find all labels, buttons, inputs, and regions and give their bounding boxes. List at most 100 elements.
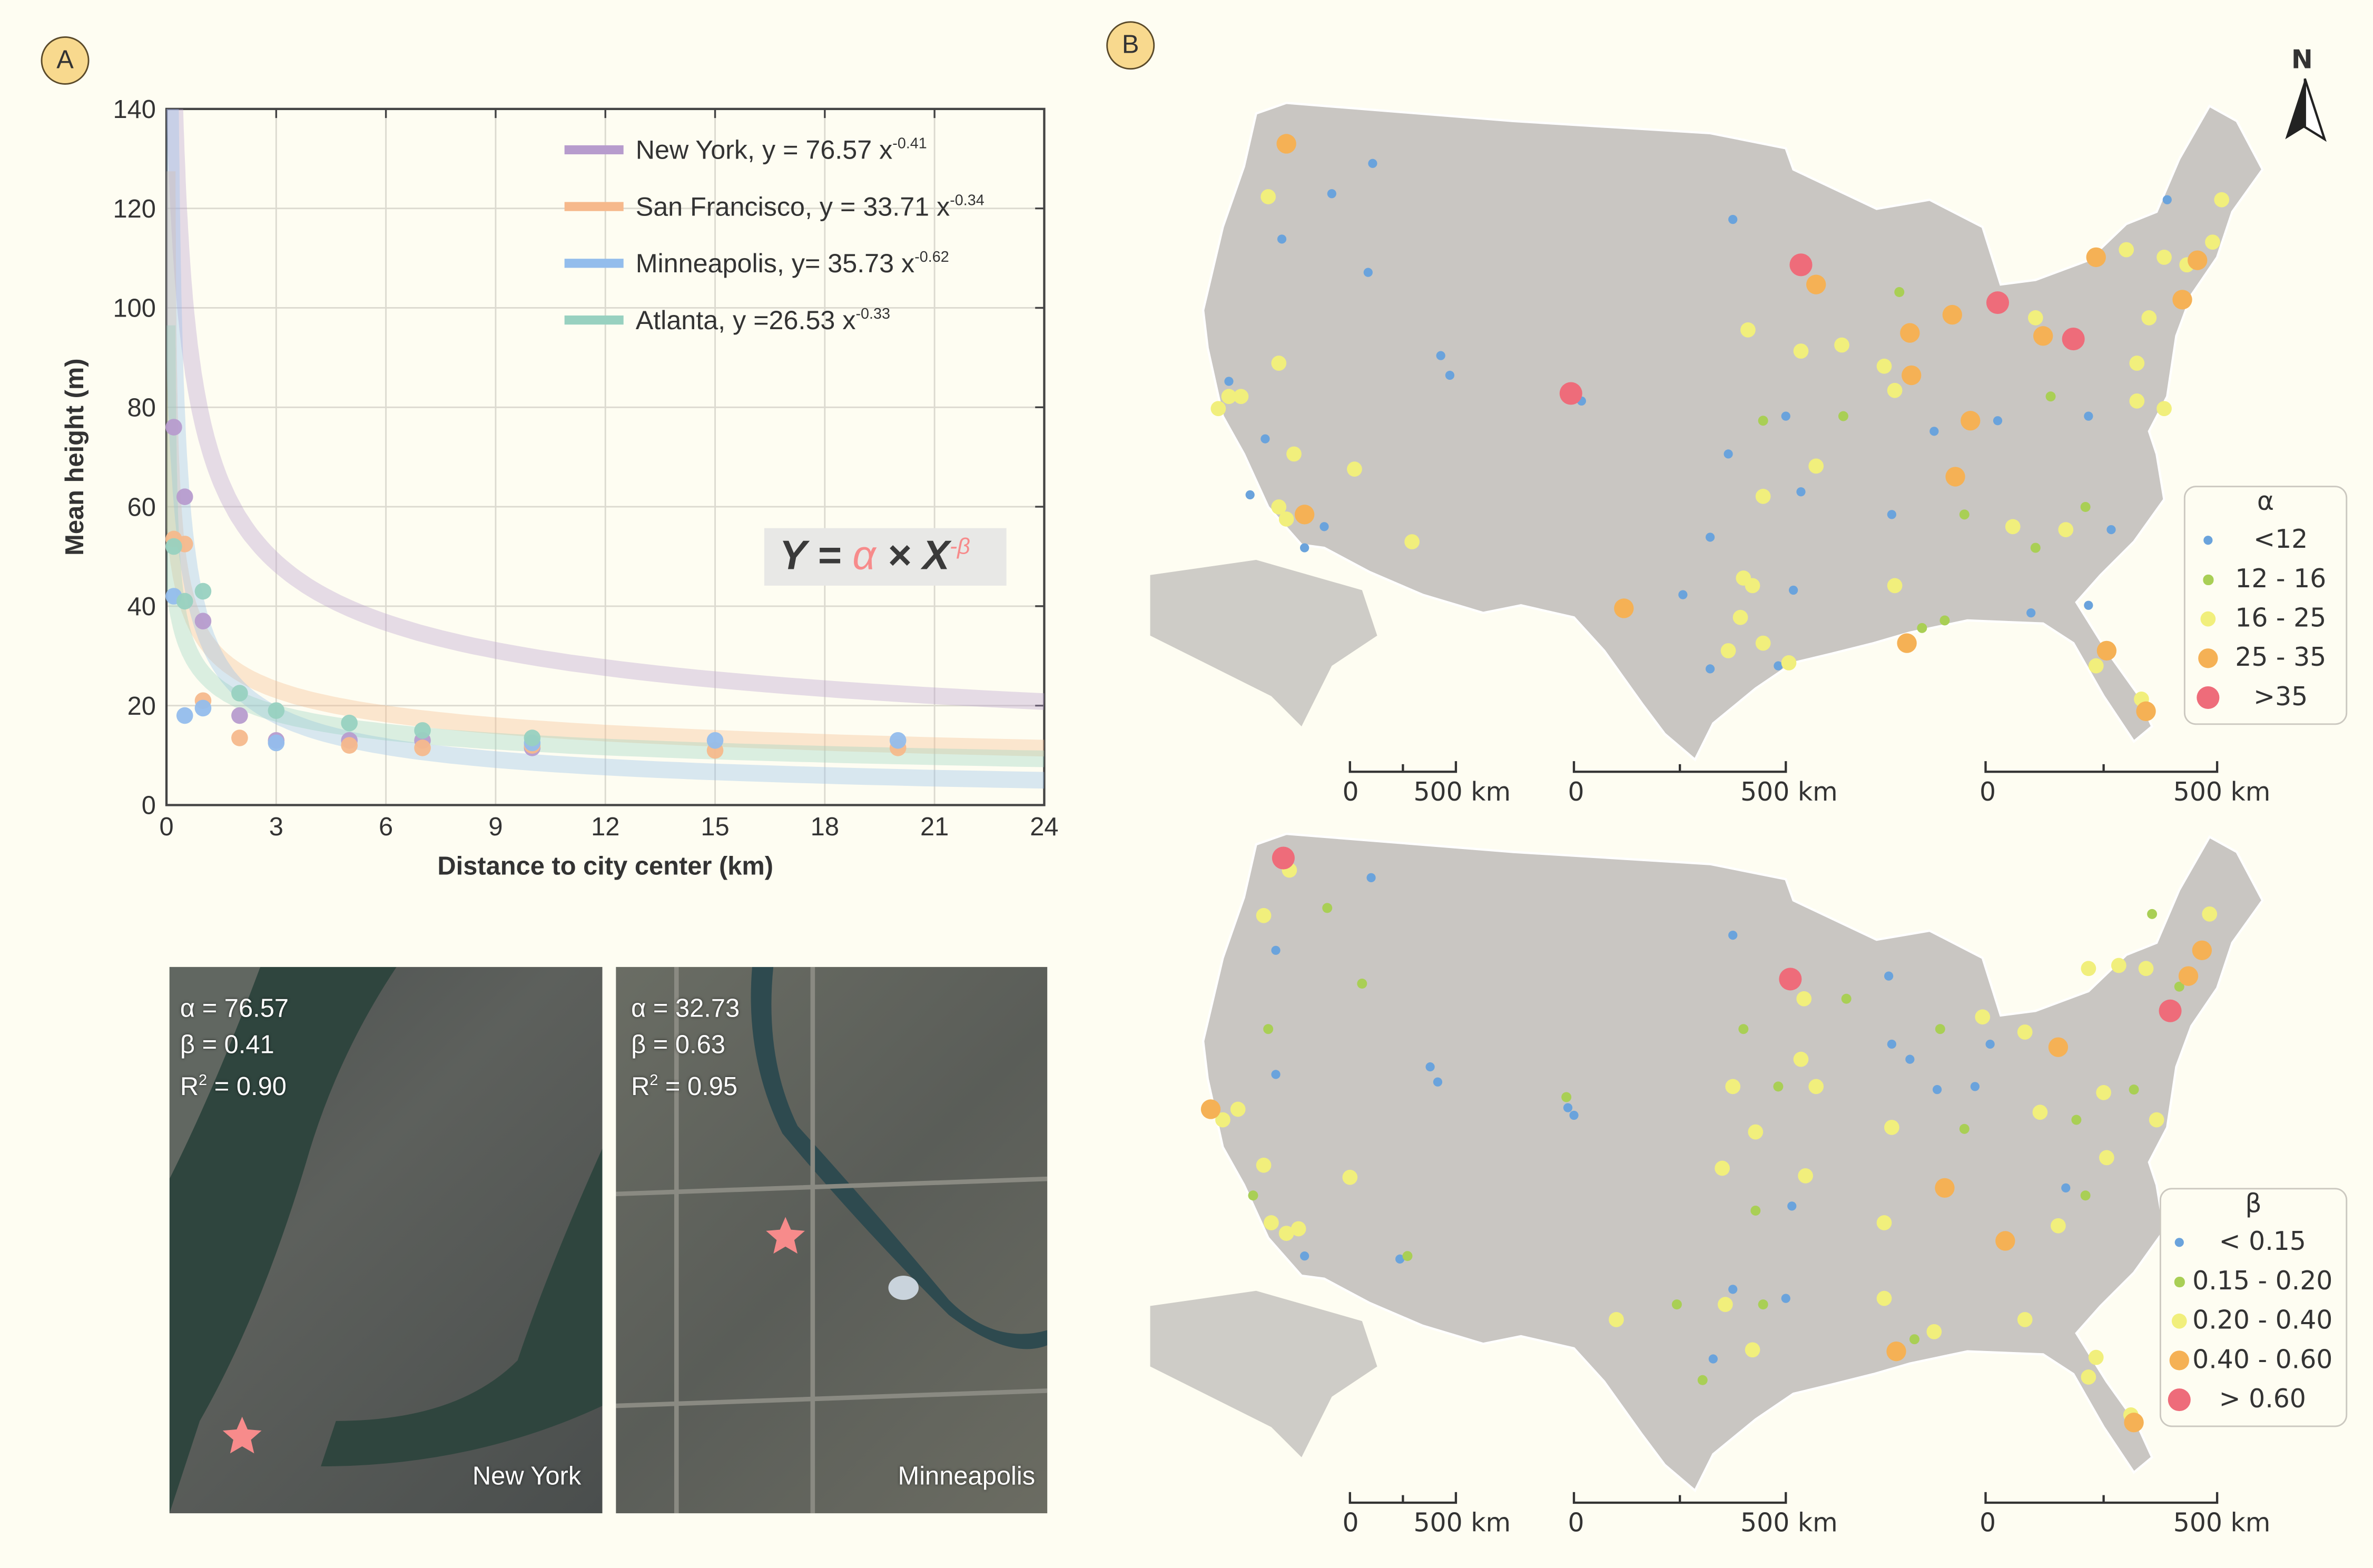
- beta-city-point: [1271, 1070, 1281, 1079]
- beta-city-point: [1985, 1039, 1995, 1049]
- alpha-city-point: [1436, 351, 1445, 360]
- beta-city-point: [1402, 1251, 1413, 1261]
- panel-b-label: B: [1106, 21, 1155, 70]
- beta-city-point: [1959, 1123, 1970, 1134]
- beta-city-point: [2071, 1115, 2082, 1125]
- scale-label: 500 km: [1413, 1508, 1511, 1539]
- legend-item: < 0.15: [2161, 1222, 2346, 1262]
- beta-city-point: [2081, 961, 2096, 977]
- y-axis-label: Mean height (m): [61, 359, 89, 556]
- alpha-city-point: [1404, 534, 1420, 549]
- beta-city-point: [1256, 908, 1272, 923]
- y-tick-label: 60: [127, 493, 156, 521]
- scale-bars: [1348, 761, 2219, 1504]
- ny-beta: β = 0.41: [180, 1030, 274, 1060]
- beta-city-point: [2051, 1218, 2066, 1234]
- alpha-city-point: [2088, 658, 2104, 674]
- beta-city-point: [1745, 1342, 1760, 1358]
- beta-city-point: [1271, 945, 1281, 955]
- beta-city-point: [1708, 1354, 1718, 1364]
- alpha-city-point: [2129, 393, 2145, 409]
- legend-dot-icon: [2169, 1350, 2189, 1370]
- legend-dot-icon: [2174, 1238, 2184, 1247]
- beta-city-point: [1366, 873, 1376, 883]
- alpha-city-point: [1678, 590, 1688, 599]
- beta-city-point: [1926, 1324, 1942, 1339]
- new-york-satellite-image: α = 76.57 β = 0.41 R2 = 0.90 New York: [169, 967, 603, 1514]
- beta-city-point: [1886, 1342, 1906, 1362]
- data-point-3: [341, 714, 358, 732]
- alpha-city-point: [2096, 640, 2117, 661]
- beta-city-point: [1425, 1062, 1435, 1072]
- alpha-city-point: [2205, 234, 2220, 250]
- alpha-city-point: [1961, 411, 1981, 431]
- beta-city-point: [1697, 1375, 1708, 1385]
- legend-label: >35: [2253, 682, 2308, 713]
- legend-item: 12 - 16: [2185, 560, 2346, 599]
- legend-item: > 0.60: [2161, 1380, 2346, 1419]
- panel-a-label: A: [41, 36, 90, 85]
- data-point-0: [194, 613, 212, 630]
- y-tick-label: 100: [113, 294, 155, 323]
- beta-city-point: [1278, 1226, 1294, 1241]
- legend-label-1: San Francisco, y = 33.71 x-0.34: [636, 191, 984, 221]
- alpha-city-point: [1705, 532, 1715, 542]
- alpha-city-point: [1245, 490, 1255, 500]
- alpha-city-point: [2119, 242, 2134, 258]
- alpha-city-point: [1271, 499, 1287, 515]
- data-point-3: [165, 538, 182, 555]
- beta-city-point: [1841, 993, 1852, 1004]
- beta-city-point: [1808, 1079, 1824, 1094]
- ny-alpha: α = 76.57: [180, 994, 289, 1023]
- beta-city-point: [1798, 1168, 1813, 1184]
- alpha-city-point: [2106, 525, 2116, 535]
- alpha-city-point: [1781, 411, 1790, 421]
- alpha-legend-title: α: [2257, 487, 2274, 518]
- alpha-city-point: [1959, 509, 1970, 520]
- alpha-city-point: [1942, 304, 1962, 325]
- y-tick-label: 120: [113, 195, 155, 223]
- alpha-city-point: [1834, 337, 1849, 353]
- beta-city-point: [2032, 1104, 2048, 1120]
- alpha-city-point: [2141, 310, 2157, 326]
- alpha-city-point: [1347, 461, 1362, 477]
- alpha-city-point: [2214, 192, 2230, 208]
- alpha-city-point: [1900, 323, 1920, 343]
- alpha-city-point: [1745, 578, 1760, 594]
- alpha-city-point: [1732, 609, 1748, 625]
- data-point-0: [165, 419, 182, 436]
- alpha-city-point: [2084, 600, 2093, 610]
- data-point-2: [268, 734, 285, 752]
- data-point-2: [889, 732, 907, 749]
- beta-city-point: [1876, 1290, 1892, 1306]
- alpha-legend: α <12 12 - 16 16 - 25 25 - 35 >35: [2183, 486, 2348, 725]
- y-tick-label: 140: [113, 95, 155, 124]
- beta-city-point: [1291, 1221, 1306, 1237]
- mpls-r2: R2 = 0.95: [631, 1072, 738, 1101]
- beta-city-point: [1935, 1024, 1945, 1034]
- data-point-3: [194, 583, 212, 600]
- beta-city-point: [2061, 1183, 2071, 1193]
- beta-city-point: [1717, 1297, 1733, 1312]
- alpha-city-point: [2005, 519, 2021, 535]
- data-point-1: [231, 729, 248, 746]
- alpha-city-point: [2172, 290, 2192, 310]
- scale-zero: 0: [1980, 777, 1996, 808]
- data-point-2: [706, 732, 724, 749]
- beta-city-point: [1395, 1254, 1405, 1264]
- beta-city-point: [1671, 1299, 1682, 1310]
- scale-zero: 0: [1568, 1508, 1584, 1539]
- beta-city-points: [1200, 846, 2218, 1433]
- legend-dot-icon: [2200, 611, 2216, 627]
- beta-city-point: [1342, 1169, 1358, 1185]
- alpha-city-point: [1796, 487, 1806, 497]
- beta-city-point: [1887, 1039, 1896, 1049]
- legend-label: < 0.15: [2219, 1227, 2306, 1258]
- beta-city-point: [2147, 909, 2158, 919]
- scale-zero: 0: [1980, 1508, 1996, 1539]
- beta-city-point: [2080, 1190, 2091, 1201]
- data-point-3: [176, 593, 193, 610]
- alpha-city-point: [2084, 411, 2093, 421]
- beta-map: [1150, 834, 2263, 1491]
- beta-city-point: [2081, 1369, 2096, 1385]
